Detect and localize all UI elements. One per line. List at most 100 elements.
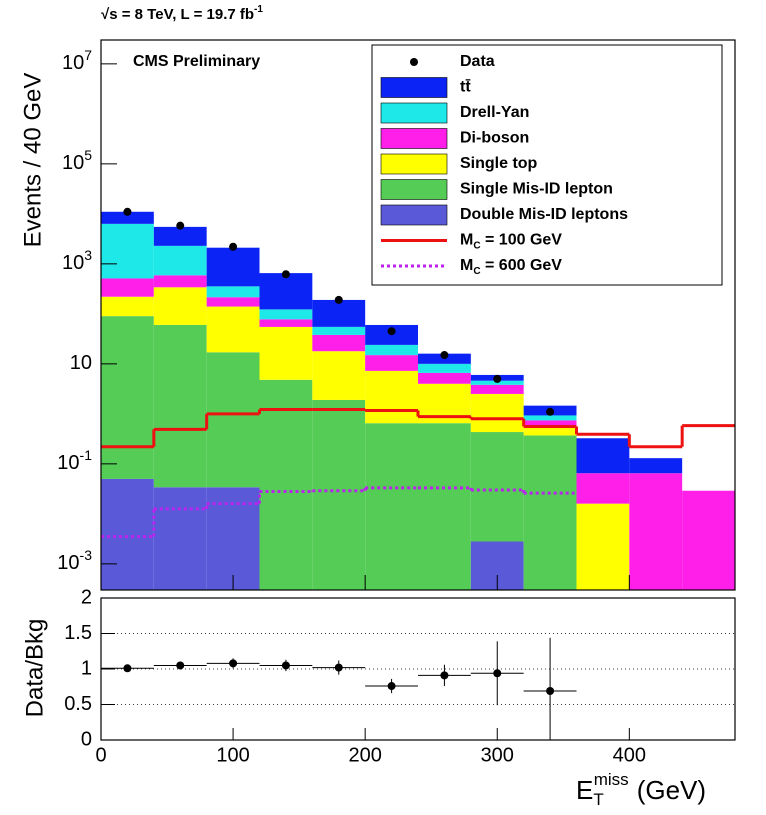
stack-bar [101, 296, 154, 317]
stack-bar [470, 432, 524, 542]
legend-swatch [380, 153, 448, 175]
stack-bar [153, 487, 207, 590]
legend-label: tt̄ [460, 77, 471, 95]
stack-bar [259, 326, 313, 380]
stack-bar [365, 423, 418, 590]
stack-bar [312, 334, 366, 352]
legend: Data tt̄ Drell-Yan Di-boson Single top Single… [380, 53, 628, 277]
y-tick-base: 10 [62, 152, 84, 174]
stack-bar [259, 319, 313, 327]
y-tick-base: 10 [57, 552, 79, 574]
legend-marker [410, 58, 418, 66]
y-tick-label: 0 [81, 728, 92, 750]
y-tick-base: 10 [57, 452, 79, 474]
main-frame [100, 39, 736, 591]
y-tick-exponent: -1 [80, 447, 93, 463]
legend-label: MC = 100 GeV [460, 232, 562, 251]
x-tick-label: 400 [613, 744, 646, 766]
data-point [176, 221, 185, 230]
stack-bar [101, 211, 154, 224]
stack-bar [206, 247, 260, 287]
stack-bar [523, 420, 577, 426]
stack-bar [365, 370, 418, 424]
x-tick-label: 200 [348, 744, 381, 766]
stack-bar [418, 363, 471, 373]
stack-bar [576, 473, 630, 504]
stack-bar [365, 344, 418, 356]
y-tick-label: 105 [62, 147, 92, 175]
x-title-unit: (GeV) [637, 775, 706, 805]
x-axis-title: ETmiss (GeV) [576, 770, 706, 809]
legend-label: Di-boson [460, 130, 529, 147]
x-title-sub: T [593, 790, 603, 809]
legend-label-rest: = 600 GeV [481, 257, 563, 274]
stack-bar [153, 245, 207, 276]
y-tick-label: 1.5 [64, 622, 92, 644]
y-tick-label: 103 [62, 247, 92, 275]
ratio-point [387, 682, 396, 691]
stack-bar [101, 278, 154, 297]
stack-bar [629, 458, 683, 474]
y-tick-label: 1 [81, 657, 92, 679]
header: √s = 8 TeV, L = 19.7 fb-1 [101, 4, 263, 23]
stack-bar [365, 355, 418, 371]
stack-bar [470, 384, 524, 394]
x-tick-label: 100 [216, 744, 249, 766]
stack-bar [153, 324, 207, 488]
legend-label-main: M [460, 257, 473, 274]
x-tick-label: 0 [95, 744, 106, 766]
legend-label-sub: C [473, 266, 480, 277]
x-title-sup: miss [594, 770, 629, 789]
legend-swatch [380, 128, 448, 149]
y-tick-label: 10-3 [57, 547, 92, 575]
main-plot [101, 207, 735, 590]
header-text: √s = 8 TeV, L = 19.7 fb [101, 6, 254, 23]
y-tick-label: 10-1 [57, 447, 92, 475]
stack-bar [418, 423, 471, 590]
annotation: CMS Preliminary [133, 53, 260, 70]
legend-swatch [380, 77, 448, 98]
stack-bar [576, 503, 630, 590]
data-point [229, 242, 238, 251]
stack-bar [312, 326, 366, 335]
y-tick-exponent: 7 [84, 47, 92, 63]
stack-bar [206, 297, 260, 307]
stack-bar [259, 273, 313, 310]
stack-bar [153, 226, 207, 246]
legend-label-sub: C [473, 240, 480, 251]
legend-label: MC = 600 GeV [460, 257, 562, 276]
data-point [334, 295, 343, 304]
y-tick-exponent: -3 [80, 547, 93, 563]
stack-bar [312, 399, 366, 590]
stack-bar [259, 309, 313, 320]
y-tick-label: 10 [70, 352, 92, 374]
data-point [493, 374, 502, 383]
stack-bar [312, 299, 366, 327]
ratio-point [440, 671, 449, 680]
ratio-y-axis-title: Data/Bkg [21, 619, 48, 718]
legend-label: Double Mis-ID leptons [460, 206, 628, 223]
stack-bar [312, 351, 366, 400]
y-tick-label: 107 [62, 47, 92, 75]
stack-bar [206, 352, 260, 488]
stack-bar [101, 223, 154, 279]
stack-bar [523, 415, 577, 421]
stack-bar [418, 372, 471, 384]
y-tick-label: 2 [81, 586, 92, 608]
legend-swatch [380, 102, 448, 124]
data-point [440, 351, 449, 360]
legend-label-main: M [460, 232, 473, 249]
ratio-point [123, 664, 132, 673]
ratio-point [281, 661, 290, 670]
stack-bar [682, 490, 735, 590]
legend-label: Data [460, 53, 495, 70]
ratio-point [176, 661, 185, 670]
y-axis-title: Events / 40 GeV [19, 73, 46, 248]
stack-bar [206, 286, 260, 298]
data-point [281, 270, 290, 279]
y-tick-label: 0.5 [64, 693, 92, 715]
legend-label: Single top [460, 155, 538, 172]
legend-label-rest: = 100 GeV [481, 232, 563, 249]
y-tick-exponent: 5 [84, 147, 92, 163]
